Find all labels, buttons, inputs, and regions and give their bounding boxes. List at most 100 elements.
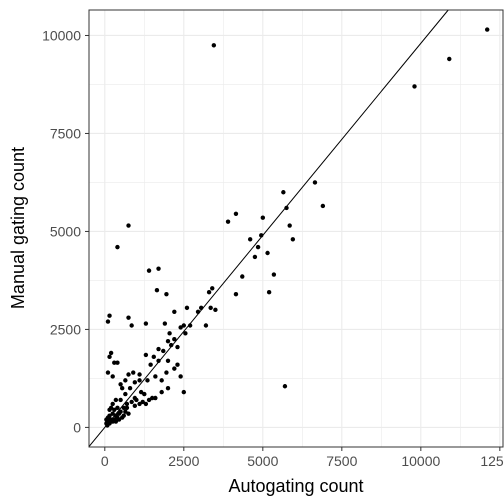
data-point (116, 411, 122, 416)
data-point (175, 344, 180, 350)
data-point (247, 237, 253, 242)
data-point (255, 244, 261, 250)
data-point (146, 268, 152, 273)
data-point (203, 323, 209, 328)
data-point (153, 374, 158, 379)
y-tick-label: 7500 (50, 125, 81, 141)
plot-panel (89, 10, 503, 447)
data-point (129, 399, 134, 405)
x-tick-label: 2500 (168, 453, 199, 469)
data-point (140, 399, 145, 405)
data-point (137, 401, 142, 407)
data-point (151, 354, 156, 360)
data-point (178, 374, 183, 379)
data-point (187, 323, 193, 328)
data-point (284, 205, 289, 211)
data-point (208, 305, 213, 311)
data-point (252, 254, 258, 260)
data-point (271, 272, 277, 277)
data-point (137, 378, 142, 383)
data-point (312, 180, 318, 185)
data-point (126, 411, 131, 416)
data-point (143, 352, 149, 358)
data-point (161, 348, 166, 354)
data-point (126, 315, 131, 320)
data-point (183, 331, 188, 336)
data-point (225, 219, 231, 224)
data-point (156, 358, 161, 363)
data-point (143, 321, 149, 326)
data-point (126, 372, 131, 377)
x-axis: 0 2500 5000 7500 10000 12500 (101, 447, 504, 469)
data-point (124, 405, 130, 411)
data-point (121, 405, 126, 411)
data-point (145, 378, 150, 383)
data-point (126, 223, 131, 228)
x-tick-label: 10000 (401, 453, 440, 469)
data-point (168, 342, 174, 348)
x-tick-label: 7500 (326, 453, 357, 469)
data-point (134, 397, 139, 403)
data-point (146, 397, 152, 403)
data-point (110, 419, 115, 424)
data-point (178, 325, 183, 330)
y-axis-title: Manual gating count (8, 147, 28, 309)
data-point (164, 370, 169, 375)
data-point (105, 370, 111, 375)
data-point (447, 56, 452, 62)
data-point (119, 386, 125, 391)
data-point (167, 331, 172, 336)
data-point (156, 346, 161, 352)
data-point (233, 211, 239, 217)
data-point (113, 397, 119, 403)
x-axis-title: Autogating count (228, 476, 363, 496)
data-point (165, 338, 171, 344)
panel-border (88, 9, 504, 448)
data-point (112, 407, 117, 412)
data-point (124, 401, 130, 407)
data-point (131, 370, 136, 375)
data-point (123, 378, 128, 383)
y-tick-label: 5000 (50, 223, 81, 239)
data-point (129, 323, 134, 328)
data-point (150, 395, 155, 401)
x-tick-label: 0 (101, 453, 109, 469)
data-point (320, 203, 326, 209)
data-point (110, 374, 115, 379)
x-tick-label: 12500 (480, 453, 504, 469)
data-point (159, 389, 164, 395)
data-point (108, 350, 114, 356)
data-point (110, 401, 115, 407)
data-point (116, 417, 122, 422)
data-point (115, 405, 120, 411)
data-point (260, 215, 266, 220)
data-point (132, 380, 138, 385)
data-point (105, 423, 110, 428)
data-point (181, 323, 187, 328)
data-point (132, 403, 138, 409)
data-point (165, 358, 171, 363)
data-point (115, 360, 120, 365)
data-point (162, 321, 168, 326)
data-point (118, 397, 123, 403)
data-point (105, 319, 111, 324)
data-point (198, 305, 204, 311)
data-point (118, 382, 123, 387)
x-tick-label: 5000 (247, 453, 278, 469)
data-point (121, 413, 126, 418)
data-point (159, 378, 164, 383)
grid-major (89, 10, 503, 447)
y-tick-label: 10000 (42, 27, 81, 43)
data-point (181, 389, 187, 395)
data-point (484, 27, 490, 32)
data-point (110, 411, 115, 416)
data-point (175, 362, 180, 367)
data-point (195, 309, 201, 314)
data-point (172, 337, 177, 342)
data-point (156, 266, 161, 271)
y-tick-label: 2500 (50, 321, 81, 337)
data-point (115, 244, 120, 250)
y-axis: 0 2500 5000 7500 10000 (42, 27, 89, 435)
data-point (290, 237, 296, 242)
